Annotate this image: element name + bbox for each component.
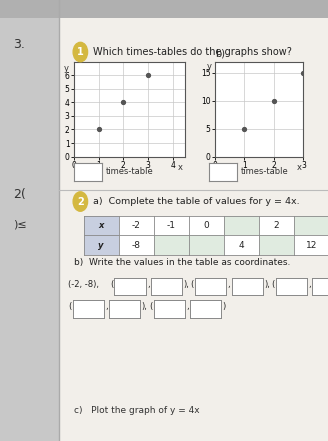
Text: x: x (98, 221, 104, 230)
Text: ),: ), (183, 280, 189, 289)
Text: 2(: 2( (13, 187, 26, 201)
Text: 0: 0 (204, 221, 209, 230)
Text: 2: 2 (274, 221, 279, 230)
Text: a)  Complete the table of values for y = 4x.: a) Complete the table of values for y = … (93, 197, 300, 206)
Text: Which times-tables do the graphs show?: Which times-tables do the graphs show? (93, 47, 292, 56)
Text: 3.: 3. (13, 37, 25, 51)
Text: y: y (207, 62, 212, 71)
Text: 12: 12 (306, 241, 318, 250)
Text: (: ( (110, 280, 113, 289)
Text: a): a) (74, 48, 84, 58)
Text: 2: 2 (77, 197, 84, 206)
Text: -8: -8 (132, 241, 141, 250)
Text: ,: , (105, 302, 108, 311)
Text: x: x (178, 163, 183, 172)
Text: times-table: times-table (106, 168, 154, 176)
Text: (-2, -8),: (-2, -8), (68, 280, 99, 289)
Text: (: ( (191, 280, 194, 289)
Text: b): b) (215, 48, 225, 58)
Text: ,: , (308, 280, 311, 289)
Text: x: x (297, 163, 302, 172)
Text: y: y (98, 241, 104, 250)
Text: ): ) (222, 302, 226, 311)
Text: ,: , (228, 280, 230, 289)
Text: b)  Write the values in the table as coordinates.: b) Write the values in the table as coor… (74, 258, 290, 267)
Text: times-table: times-table (240, 168, 288, 176)
Text: c)   Plot the graph of y = 4x: c) Plot the graph of y = 4x (74, 406, 199, 415)
Text: (: ( (149, 302, 152, 311)
Text: -1: -1 (167, 221, 176, 230)
Text: (: ( (68, 302, 72, 311)
Text: 1: 1 (77, 47, 84, 57)
Text: 4: 4 (239, 241, 244, 250)
Text: (: ( (271, 280, 275, 289)
Text: ),: ), (264, 280, 270, 289)
Text: ,: , (147, 280, 150, 289)
Text: )≤: )≤ (13, 220, 27, 230)
Text: ),: ), (142, 302, 148, 311)
Text: ,: , (186, 302, 189, 311)
Text: y: y (64, 64, 69, 74)
Text: -2: -2 (132, 221, 141, 230)
